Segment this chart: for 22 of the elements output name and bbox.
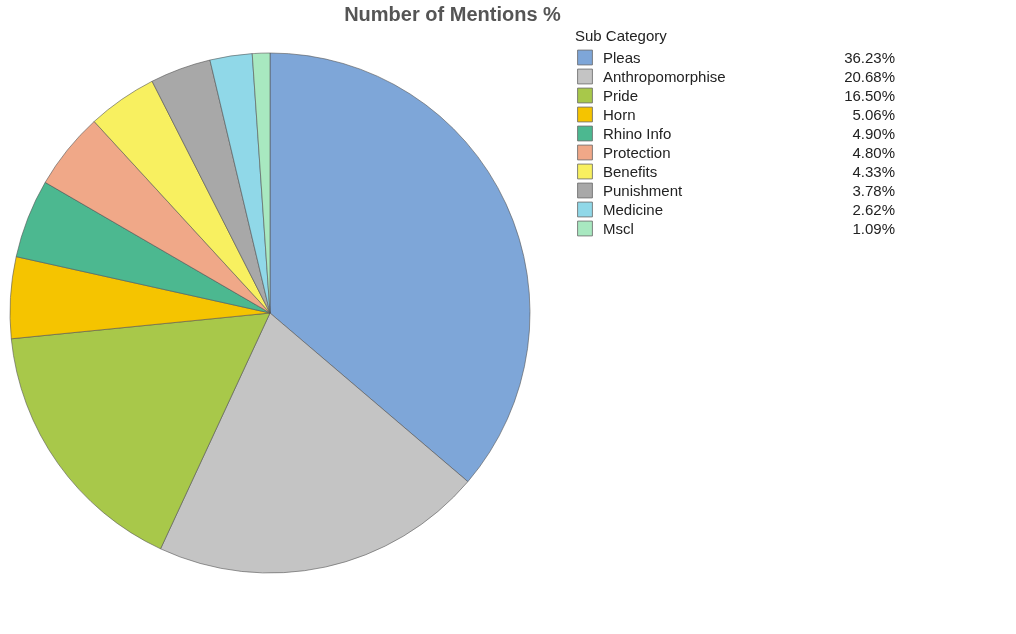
data-label: 20.68% bbox=[844, 67, 895, 85]
legend-label: Anthropomorphise bbox=[603, 67, 726, 85]
legend-label: Rhino Info bbox=[603, 124, 672, 142]
legend-label: Punishment bbox=[603, 181, 684, 199]
data-label: 36.23% bbox=[844, 48, 895, 66]
legend-label: Pleas bbox=[603, 48, 641, 66]
chart-title: Number of Mentions % bbox=[344, 3, 562, 25]
legend-label: Medicine bbox=[603, 200, 664, 218]
data-label: 4.90% bbox=[852, 124, 895, 142]
legend-label: Benefits bbox=[603, 162, 658, 180]
data-label: 16.50% bbox=[844, 86, 895, 104]
data-label: 2.62% bbox=[852, 200, 895, 218]
legend-title: Sub Category bbox=[575, 27, 668, 44]
legend-label: Horn bbox=[603, 105, 636, 123]
data-label: 3.78% bbox=[852, 181, 895, 199]
data-label: 1.09% bbox=[852, 219, 895, 237]
legend-label: Pride bbox=[603, 86, 639, 104]
legend-label: Protection bbox=[603, 143, 671, 161]
data-label: 5.06% bbox=[852, 105, 895, 123]
data-label: 4.33% bbox=[852, 162, 895, 180]
legend-label: Mscl bbox=[603, 219, 634, 237]
data-label: 4.80% bbox=[852, 143, 895, 161]
